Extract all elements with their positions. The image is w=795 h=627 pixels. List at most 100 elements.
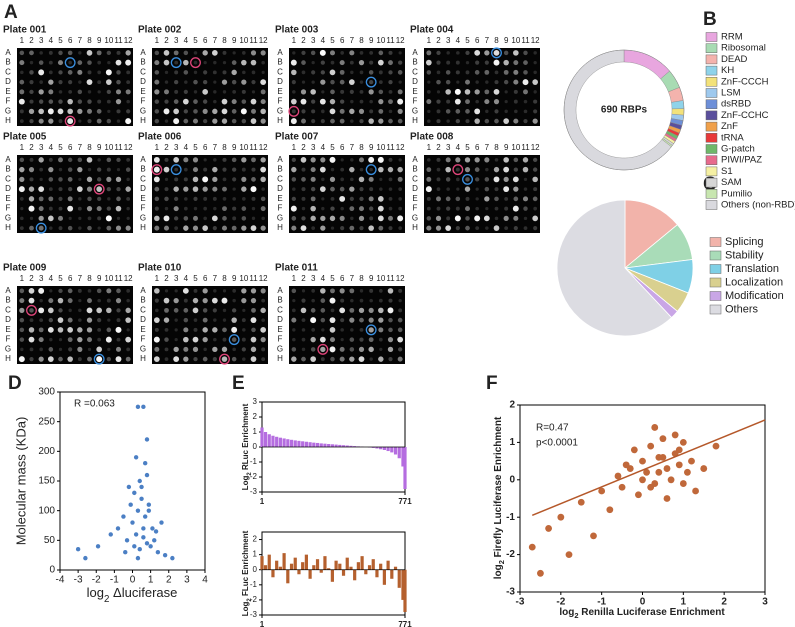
plate-image [17,155,133,233]
well [532,79,538,85]
well [436,70,441,75]
well [125,336,132,343]
well [213,318,217,322]
well [311,289,316,293]
well [58,177,63,182]
column-label: 3 [39,36,44,45]
well [321,177,325,182]
well [349,50,355,56]
well [475,187,479,191]
well [106,186,112,192]
well [126,347,131,352]
legend-label: ZnF-CCHC [721,110,769,121]
well [349,347,355,352]
well [19,109,24,114]
well [474,177,480,182]
panel-label: F [486,373,498,394]
column-label: 12 [396,143,405,152]
well [454,98,461,105]
well [513,226,518,231]
highlight-circle [170,164,182,176]
well [87,70,92,75]
well [58,167,63,172]
well [96,108,102,114]
well [427,80,431,84]
well [153,356,160,362]
well [87,90,92,94]
well [250,59,257,66]
row-label: E [140,194,145,203]
column-label: 4 [49,274,54,283]
row-label: H [277,223,283,232]
well [48,196,54,202]
point [121,514,126,519]
well [19,317,25,323]
legend-swatch [709,291,722,301]
bar [278,437,282,447]
well [475,99,479,104]
row-label: C [140,305,146,314]
column-label: 11 [386,143,395,152]
legend-swatch [705,43,718,53]
bar [403,569,407,612]
well [174,328,178,332]
point [692,487,699,495]
well [369,298,373,303]
bar [304,554,308,570]
well [504,90,508,94]
bar [390,569,394,579]
well [397,70,403,75]
well [260,176,266,183]
well [368,70,374,75]
well [250,356,257,362]
legend-swatch [709,250,722,261]
well [173,308,179,313]
well [183,186,189,192]
well [456,51,460,55]
well [310,157,316,163]
well [465,225,470,231]
well [426,216,432,221]
well [164,206,169,211]
well [48,298,54,304]
well [250,317,257,324]
well [192,346,199,352]
well [446,51,450,55]
y-axis-label-sub: 2 [497,560,506,564]
well [260,99,266,105]
well [464,167,471,173]
point [557,513,565,521]
column-label: 10 [104,274,113,283]
well [67,356,73,362]
well [97,337,102,342]
x-tick-label: 1 [260,497,265,506]
point [606,506,614,514]
well [291,157,296,163]
point [590,532,597,540]
well [173,356,180,363]
highlight-circle [365,76,377,88]
well [368,118,374,124]
well [388,177,393,182]
well [154,215,160,222]
well [213,337,217,342]
column-label: 9 [232,274,237,283]
well [485,109,489,114]
well [126,99,130,104]
well [116,308,121,313]
well [503,176,509,183]
panel-label: E [232,373,245,394]
well [300,98,307,105]
well [28,186,35,192]
well [251,108,256,114]
well [475,197,479,201]
column-label: 12 [259,274,268,283]
column-label: 9 [369,36,374,45]
legend-label: S1 [721,166,733,177]
row-label: E [277,87,282,96]
well [533,206,538,211]
well [494,187,499,192]
column-label: 5 [193,36,198,45]
well [116,119,121,123]
point [146,508,152,513]
